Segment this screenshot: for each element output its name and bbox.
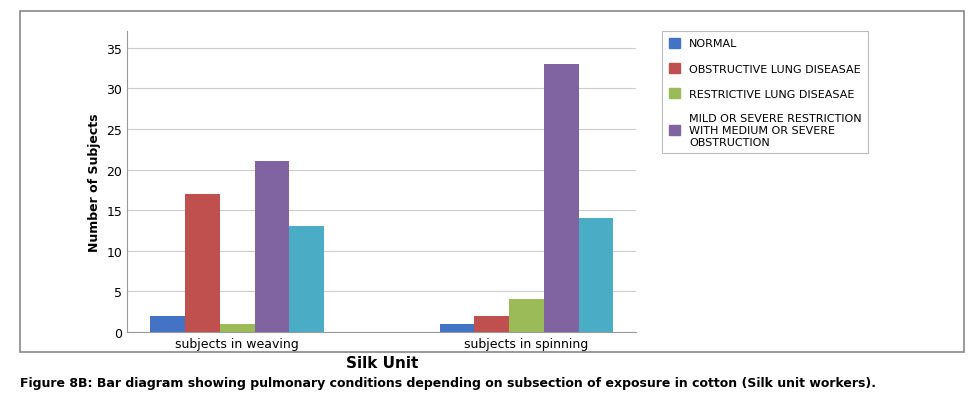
Bar	[474, 316, 509, 332]
Text: Figure 8B: Bar diagram showing pulmonary conditions depending on subsection of e: Figure 8B: Bar diagram showing pulmonary…	[20, 376, 874, 389]
Y-axis label: Number of Subjects: Number of Subjects	[88, 113, 101, 252]
Bar	[439, 324, 474, 332]
Bar	[578, 219, 612, 332]
Bar	[185, 194, 220, 332]
Bar	[254, 162, 289, 332]
Bar	[509, 300, 543, 332]
X-axis label: Silk Unit: Silk Unit	[345, 356, 418, 371]
Bar	[289, 227, 324, 332]
Bar	[543, 65, 578, 332]
Legend: NORMAL, OBSTRUCTIVE LUNG DISEASAE, RESTRICTIVE LUNG DISEASAE, MILD OR SEVERE RES: NORMAL, OBSTRUCTIVE LUNG DISEASAE, RESTR…	[661, 32, 867, 154]
Bar	[220, 324, 254, 332]
Bar	[151, 316, 185, 332]
